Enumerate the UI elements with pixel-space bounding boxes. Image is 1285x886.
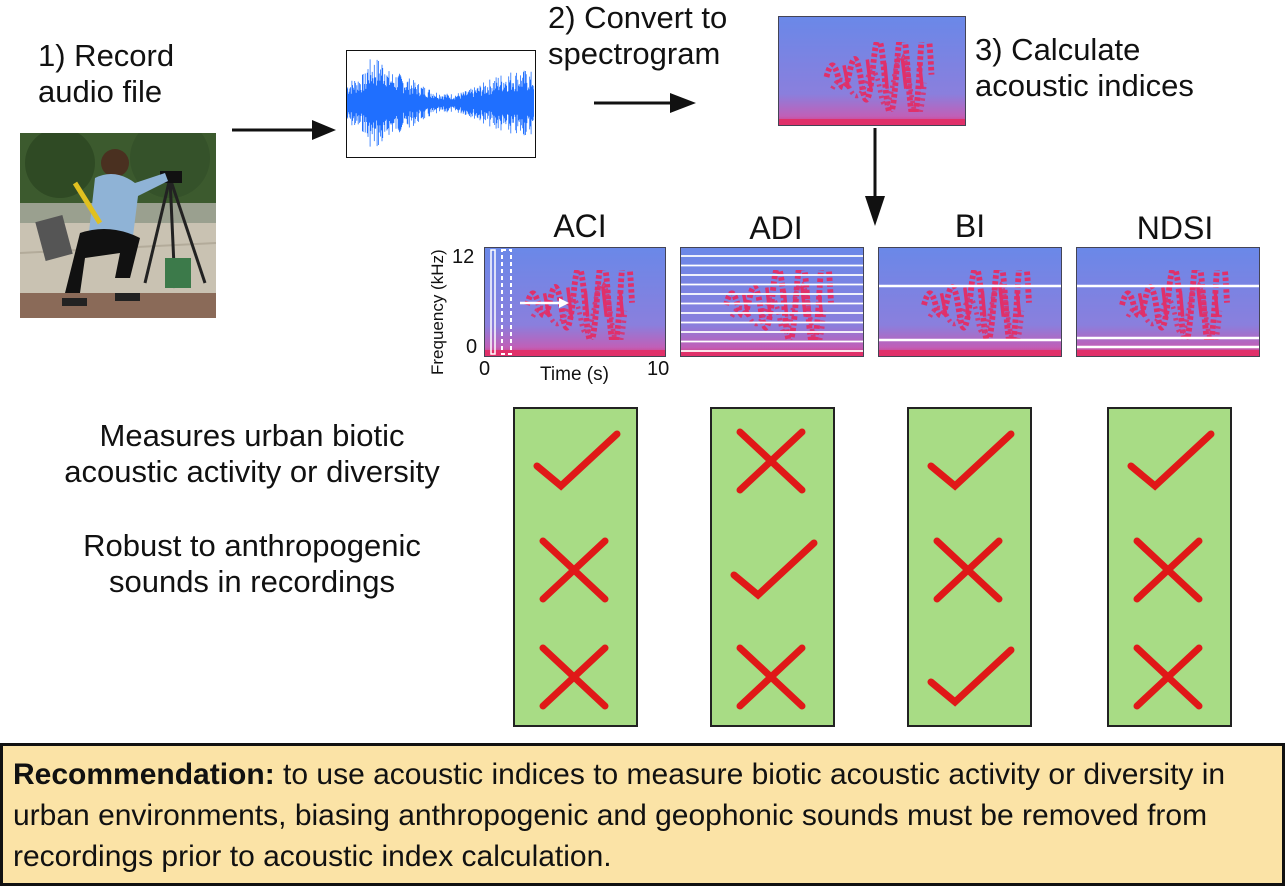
step-3-label: 3) Calculate acoustic indices (975, 32, 1194, 103)
audio-waveform (346, 50, 536, 158)
check-icon (1125, 426, 1215, 496)
check-icon (531, 426, 621, 496)
index-title-aci: ACI (553, 208, 607, 244)
arrow-right-icon (594, 93, 696, 113)
cross-icon (1125, 642, 1215, 712)
cross-icon (531, 642, 621, 712)
x-axis-label: Time (s) (540, 364, 609, 385)
cross-icon (728, 642, 818, 712)
check-icon (925, 642, 1015, 712)
index-title-adi: ADI (749, 210, 803, 246)
criterion-biotic-activity: Measures urban biotic acoustic activity … (64, 418, 440, 489)
recommendation-box: Recommendation: to use acoustic indices … (0, 743, 1285, 886)
check-icon (925, 426, 1015, 496)
arrow-down-icon (865, 128, 885, 226)
spectrogram-bi (878, 247, 1062, 357)
spectrogram-aci (484, 247, 666, 357)
y-tick-max: 12 (452, 246, 475, 268)
spectrogram-ndsi (1076, 247, 1260, 357)
recommendation-label: Recommendation: (13, 758, 275, 791)
x-tick-min: 0 (479, 358, 491, 380)
cross-icon (728, 426, 818, 496)
check-icon (728, 535, 818, 605)
cross-icon (925, 535, 1015, 605)
spectrogram-adi (680, 247, 864, 357)
index-title-bi: BI (954, 208, 986, 244)
index-title-ndsi: NDSI (1136, 210, 1214, 246)
step-2-label: 2) Convert to spectrogram (548, 0, 728, 71)
cross-icon (531, 535, 621, 605)
recommendation-text: to use acoustic indices to measure bioti… (13, 758, 1226, 873)
field-recording-photo (20, 133, 216, 318)
step-1-label: 1) Record audio file (38, 38, 175, 109)
cross-icon (1125, 535, 1215, 605)
criterion-anthropogenic-robustness: Robust to anthropogenic sounds in record… (83, 528, 421, 599)
spectrogram-main (778, 16, 966, 126)
y-tick-min: 0 (466, 336, 478, 358)
arrow-right-icon (232, 120, 336, 140)
x-tick-max: 10 (647, 358, 670, 380)
